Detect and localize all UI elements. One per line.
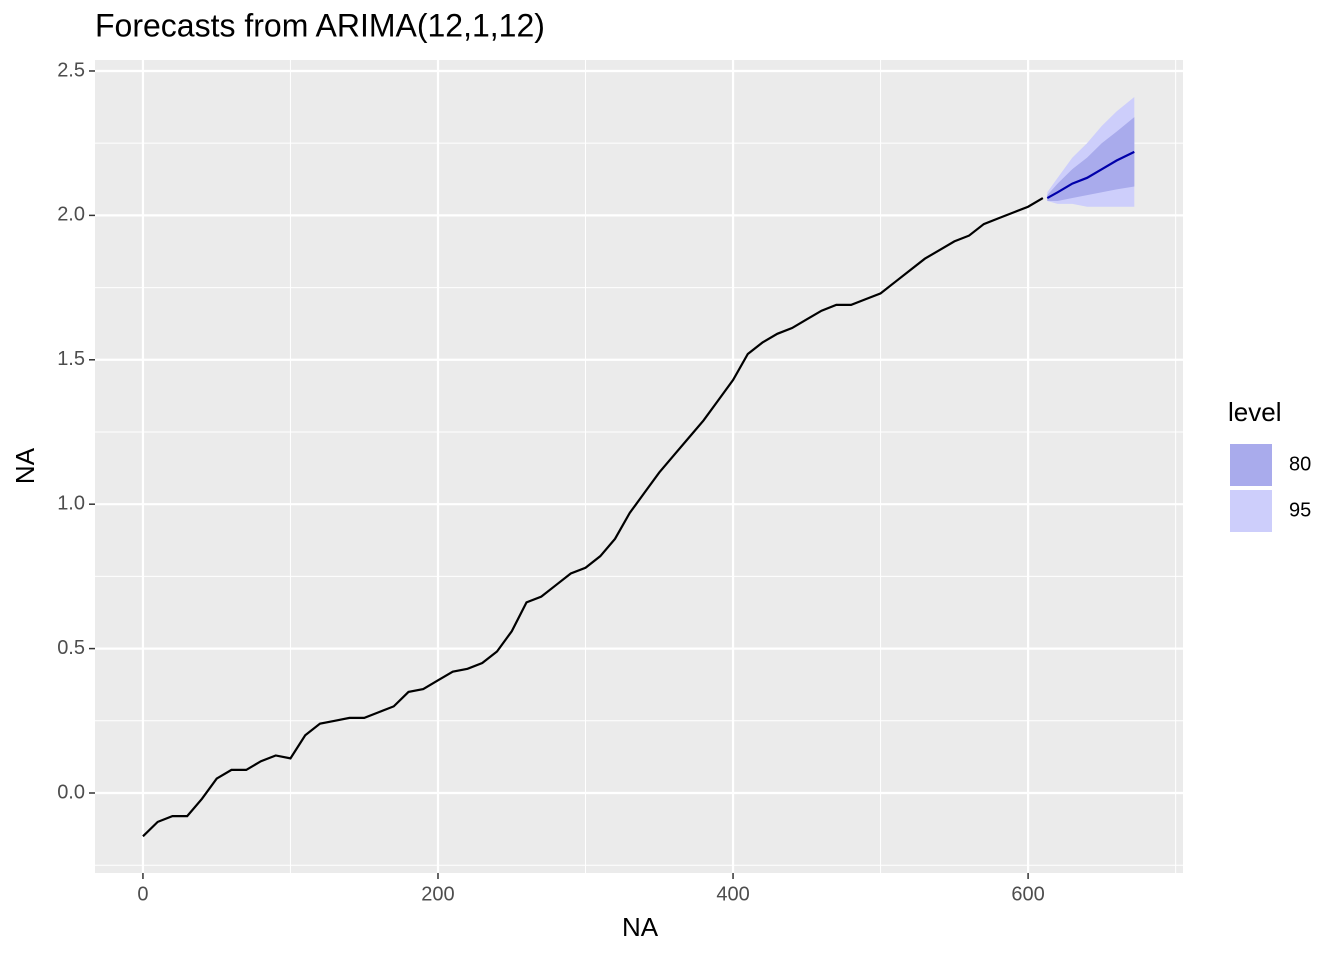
- x-tick-label: 600: [1011, 883, 1044, 905]
- y-tick-label: 2.5: [57, 59, 85, 81]
- forecast-band: [1047, 117, 1135, 201]
- y-tick-label: 1.0: [57, 492, 85, 514]
- y-tick-label: 0.5: [57, 637, 85, 659]
- legend-label: 95: [1289, 499, 1311, 521]
- forecast-line: [1046, 150, 1135, 200]
- y-tick-label: 0.0: [57, 781, 85, 803]
- y-tick-label: 2.0: [57, 204, 85, 226]
- legend-label: 80: [1289, 453, 1311, 475]
- x-tick-label: 200: [421, 883, 454, 905]
- legend-title: level: [1228, 397, 1281, 427]
- y-axis-label: NA: [10, 447, 40, 484]
- legend-key: [1230, 444, 1272, 486]
- x-axis-label: NA: [622, 912, 659, 942]
- chart-title: Forecasts from ARIMA(12,1,12): [95, 7, 545, 43]
- panel: [95, 60, 1183, 873]
- x-tick-label: 0: [137, 883, 148, 905]
- history-line: [142, 197, 1044, 838]
- x-tick-label: 400: [716, 883, 749, 905]
- y-tick-label: 1.5: [57, 348, 85, 370]
- legend-key: [1230, 490, 1272, 532]
